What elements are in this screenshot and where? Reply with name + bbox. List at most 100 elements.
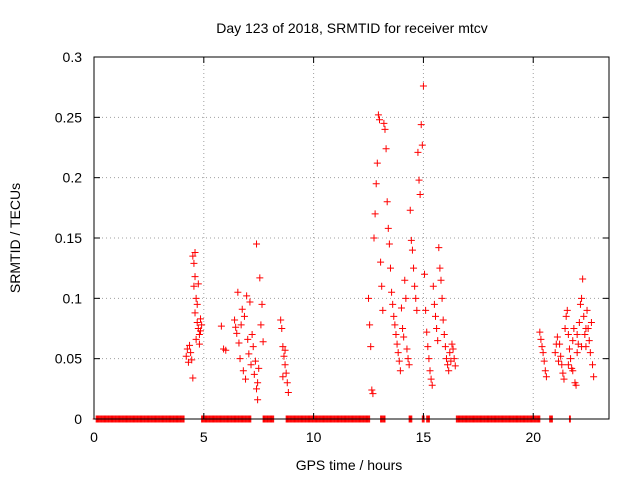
data-point — [423, 328, 431, 336]
data-point — [405, 361, 413, 369]
x-axis-label: GPS time / hours — [296, 457, 403, 473]
data-point — [193, 300, 201, 308]
data-point — [587, 318, 595, 326]
data-point — [236, 355, 244, 363]
data-point — [192, 335, 200, 343]
data-point — [397, 304, 405, 312]
data-point — [541, 367, 549, 375]
data-point — [580, 312, 588, 320]
axis-ticks — [93, 56, 609, 420]
data-point — [578, 343, 586, 351]
data-point — [448, 340, 456, 348]
data-point — [193, 318, 201, 326]
data-point — [553, 333, 561, 341]
data-point — [234, 288, 242, 296]
plot-frame — [93, 56, 610, 420]
data-point — [253, 240, 261, 248]
chart-title: Day 123 of 2018, SRMTID for receiver mtc… — [216, 20, 488, 36]
data-point — [235, 339, 243, 347]
data-point — [442, 355, 450, 363]
data-point — [567, 355, 575, 363]
data-point — [243, 292, 251, 300]
data-point — [540, 357, 548, 365]
data-point — [551, 349, 559, 357]
data-point — [412, 294, 420, 302]
data-point — [433, 325, 441, 332]
data-point — [589, 361, 597, 369]
data-point — [414, 148, 422, 156]
data-point — [576, 300, 584, 308]
data-point — [424, 343, 432, 351]
data-point — [429, 282, 437, 290]
data-point — [247, 361, 255, 369]
data-point — [426, 367, 434, 375]
data-point — [277, 316, 285, 324]
data-point — [564, 331, 572, 339]
data-point — [367, 343, 375, 351]
data-point — [432, 312, 440, 320]
data-point — [561, 325, 569, 332]
data-point — [569, 337, 577, 345]
data-point — [400, 333, 408, 341]
data-point — [416, 191, 424, 199]
y-tick-labels: 0 0.05 0.1 0.15 0.2 0.25 0.3 — [55, 49, 82, 427]
data-point — [188, 356, 196, 364]
data-point — [434, 337, 442, 345]
data-point — [283, 379, 291, 387]
data-point — [403, 345, 411, 353]
data-point — [190, 282, 198, 290]
data-point — [385, 240, 393, 248]
data-point — [233, 329, 241, 337]
data-point — [407, 236, 415, 244]
y-tick-label: 0.2 — [63, 170, 83, 186]
data-point — [373, 159, 381, 167]
data-point — [369, 390, 377, 398]
data-point — [281, 346, 289, 354]
data-point — [552, 340, 560, 348]
x-tick-label: 5 — [200, 429, 208, 445]
data-point — [425, 355, 433, 363]
data-point — [437, 276, 445, 284]
data-point — [410, 264, 418, 272]
data-point — [406, 206, 414, 214]
data-point — [191, 309, 199, 317]
data-point — [237, 321, 245, 329]
data-point — [186, 341, 194, 349]
data-point — [382, 145, 390, 153]
data-point — [396, 367, 404, 375]
data-point — [378, 282, 386, 290]
data-point — [191, 248, 199, 256]
y-tick-label: 0 — [74, 411, 82, 427]
data-point — [451, 362, 459, 370]
data-point — [238, 305, 246, 313]
data-point — [258, 300, 266, 308]
data-point — [444, 361, 452, 369]
data-point — [279, 343, 287, 351]
data-point — [575, 318, 583, 326]
data-point — [245, 350, 253, 358]
data-point — [421, 270, 429, 278]
data-point — [251, 357, 259, 365]
y-tick-label: 0.05 — [55, 351, 82, 367]
data-point — [259, 338, 267, 346]
data-point — [365, 294, 373, 302]
data-point — [249, 343, 257, 351]
data-point — [231, 316, 239, 324]
data-point — [419, 82, 427, 90]
data-point — [376, 116, 384, 124]
data-point — [590, 373, 598, 381]
data-point — [195, 340, 203, 348]
x-tick-labels: 0 5 10 15 20 — [90, 429, 541, 445]
data-point — [539, 349, 547, 357]
data-point — [368, 386, 376, 394]
data-point — [370, 234, 378, 242]
data-point — [377, 258, 385, 266]
data-point — [438, 294, 446, 302]
y-tick-label: 0.25 — [55, 109, 82, 125]
data-point — [244, 335, 252, 343]
data-point — [560, 375, 568, 383]
data-point — [182, 352, 190, 360]
data-point — [430, 300, 438, 308]
data-point — [422, 306, 430, 314]
data-point — [428, 381, 436, 389]
